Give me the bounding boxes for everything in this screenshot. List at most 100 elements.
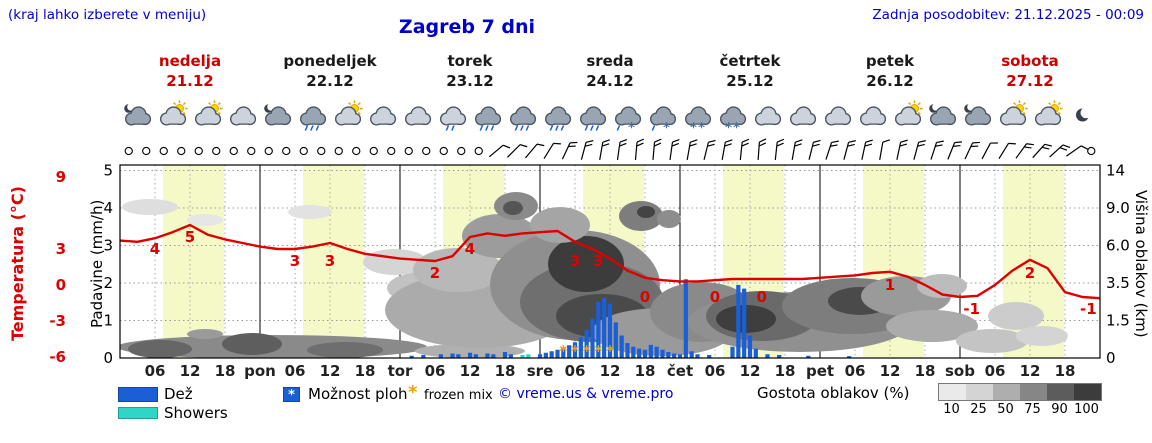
wind-barb-icon — [525, 143, 545, 159]
day-name: nedelja — [159, 52, 221, 70]
xaxis-hour-label: 12 — [180, 362, 201, 380]
xaxis-hour-label: 06 — [425, 362, 446, 380]
weather-icon-cloud — [755, 106, 782, 126]
temp-value-label: 3 — [593, 252, 603, 270]
cloud-tick: 9.0 — [1106, 199, 1130, 217]
svg-text:*: * — [628, 121, 635, 136]
xaxis-hour-label: 06 — [145, 362, 166, 380]
weather-icon-cloud — [860, 106, 887, 126]
copyright-link[interactable]: © vreme.us & vreme.pro — [498, 386, 674, 402]
wind-calm-icon — [334, 146, 343, 156]
wind-barb-icon — [580, 140, 594, 160]
frozen-mix-label: frozen mix — [424, 388, 493, 403]
xaxis-hour-label: 06 — [705, 362, 726, 380]
weather-icon-cloud — [825, 106, 852, 126]
wind-barb-icon — [998, 142, 1016, 159]
daylight-band — [163, 165, 224, 358]
day-name: sobota — [1001, 52, 1059, 70]
xaxis-hour-label: 18 — [635, 362, 656, 380]
showers-label: Showers — [164, 404, 228, 422]
possibility-swatch: * — [283, 387, 300, 403]
density-cell — [993, 384, 1020, 400]
weather-icon-cloud — [405, 106, 432, 126]
wind-calm-icon — [124, 146, 133, 156]
weather-icon-moon-cloud — [264, 103, 292, 126]
weather-icon-cloud — [370, 106, 397, 126]
wind-calm-icon — [387, 146, 396, 156]
density-tick-label: 100 — [1074, 402, 1099, 417]
wind-calm-icon — [352, 146, 361, 156]
temp-value-label: -1 — [1080, 300, 1097, 318]
xaxis-hour-label: 18 — [915, 362, 936, 380]
xaxis-hour-label: 12 — [880, 362, 901, 380]
svg-text:*: * — [690, 121, 697, 136]
xaxis-hour-label: 18 — [355, 362, 376, 380]
precip-tick: 4 — [103, 199, 113, 217]
day-name: ponedeljek — [283, 52, 377, 70]
weather-icon-sun-cloud — [195, 100, 223, 126]
xaxis-hour-label: 12 — [740, 362, 761, 380]
temp-axis-title: Temperatura (°C) — [8, 186, 27, 342]
xaxis-hour-label: 18 — [495, 362, 516, 380]
temp-tick: 3 — [56, 240, 66, 258]
wind-calm-icon — [439, 146, 448, 156]
wind-barb-icon — [686, 139, 698, 160]
density-cell — [1074, 384, 1101, 400]
svg-text:*: * — [733, 121, 740, 136]
precip-tick: 1 — [103, 312, 113, 330]
wind-calm-icon — [177, 146, 186, 156]
daylight-band — [303, 165, 364, 358]
weather-icon-sun-cloud — [1000, 100, 1028, 126]
density-tick-label: 90 — [1051, 402, 1068, 417]
rain-label: Dež — [164, 385, 193, 403]
svg-text:*: * — [663, 121, 670, 136]
weather-icon-moon-cloud — [124, 103, 152, 126]
xaxis-hour-label: 06 — [285, 362, 306, 380]
cloud-tick: 0 — [1106, 349, 1116, 367]
frozen-star-icon: * — [408, 382, 418, 403]
day-name: torek — [447, 52, 493, 70]
temp-tick: 0 — [56, 276, 66, 294]
wind-calm-icon — [422, 146, 431, 156]
wind-barb-icon — [930, 140, 944, 160]
wind-barb-icon — [896, 139, 908, 160]
xaxis-hour-label: 06 — [845, 362, 866, 380]
density-tick-label: 25 — [970, 402, 987, 417]
wind-barb-icon — [616, 138, 628, 160]
xaxis-hour-label: 18 — [1055, 362, 1076, 380]
day-date: 23.12 — [446, 72, 493, 90]
density-cell — [966, 384, 993, 400]
wind-calm-icon — [474, 146, 483, 156]
temp-tick: 9 — [56, 168, 66, 186]
cloud-axis-title: Višina oblakov (km) — [1132, 190, 1150, 338]
wind-barb-icon — [879, 139, 891, 160]
showers-swatch — [118, 407, 158, 419]
xaxis-day-abbrev: pon — [244, 362, 276, 380]
precip-tick: 0 — [103, 349, 113, 367]
temp-value-label: 3 — [290, 252, 300, 270]
wind-barb-icon — [808, 139, 821, 160]
temp-tick: -6 — [49, 348, 66, 366]
temp-value-label: 0 — [756, 288, 766, 306]
precip-bars — [409, 279, 852, 358]
wind-row — [124, 138, 1096, 161]
wind-calm-icon — [194, 146, 203, 156]
wind-barb-icon — [669, 138, 680, 160]
xaxis-day-abbrev: pet — [806, 362, 834, 380]
menu-note: (kraj lahko izberete v meniju) — [8, 7, 207, 23]
xaxis-day-abbrev: sob — [945, 362, 975, 380]
weather-icon-cloud — [230, 106, 257, 126]
frozen-mix-mark: * — [594, 342, 602, 360]
wind-barb-icon — [1049, 144, 1071, 158]
precip-tick: 3 — [103, 237, 113, 255]
wind-calm-icon — [1087, 146, 1096, 156]
wind-barb-icon — [599, 139, 611, 160]
weather-icon-rain — [545, 106, 572, 131]
weather-icon-rain — [475, 106, 502, 131]
xaxis-hour-label: 06 — [565, 362, 586, 380]
day-date: 22.12 — [306, 72, 353, 90]
xaxis-hour-label: 12 — [320, 362, 341, 380]
wind-calm-icon — [282, 146, 291, 156]
weather-icon-moon-cloud — [964, 103, 992, 126]
weather-icon-rain — [580, 106, 607, 131]
